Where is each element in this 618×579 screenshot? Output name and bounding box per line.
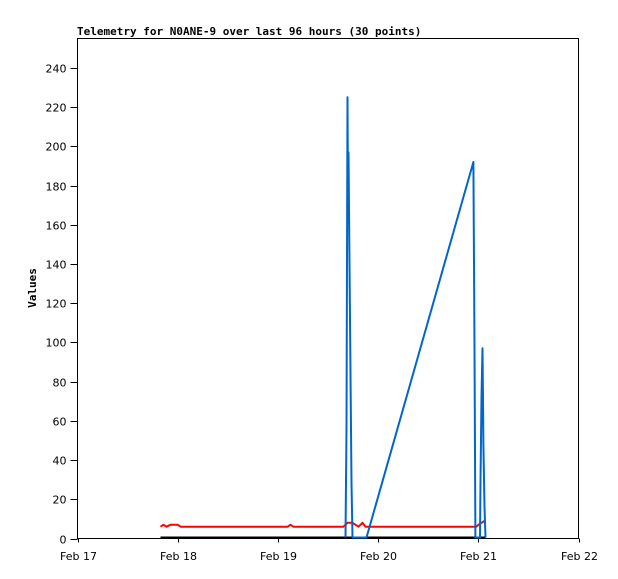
- y-tick-label: 240: [46, 63, 67, 76]
- y-tick-label: 40: [53, 455, 67, 468]
- y-axis-label: Values: [26, 268, 39, 308]
- series-line-2: [344, 96, 487, 539]
- plot-area: [77, 38, 579, 539]
- x-tick-label: Feb 18: [160, 550, 197, 563]
- x-tick-label: Feb 19: [260, 550, 297, 563]
- y-tick-label: 0: [60, 534, 67, 547]
- y-tick-label: 20: [53, 494, 67, 507]
- series-line-1: [159, 520, 486, 528]
- y-tick-label: 120: [46, 298, 67, 311]
- y-tick-label: 180: [46, 181, 67, 194]
- x-tick-label: Feb 22: [561, 550, 598, 563]
- y-tick-label: 80: [53, 377, 67, 390]
- x-tick-label: Feb 17: [60, 550, 97, 563]
- y-tick-label: 200: [46, 141, 67, 154]
- x-tick-label: Feb 21: [460, 550, 497, 563]
- y-tick-label: 100: [46, 337, 67, 350]
- y-tick-label: 160: [46, 220, 67, 233]
- x-tick-label: Feb 20: [360, 550, 397, 563]
- chart-title: Telemetry for N0ANE-9 over last 96 hours…: [77, 25, 421, 38]
- y-tick-label: 220: [46, 102, 67, 115]
- y-tick-label: 140: [46, 259, 67, 272]
- y-tick-label: 60: [53, 416, 67, 429]
